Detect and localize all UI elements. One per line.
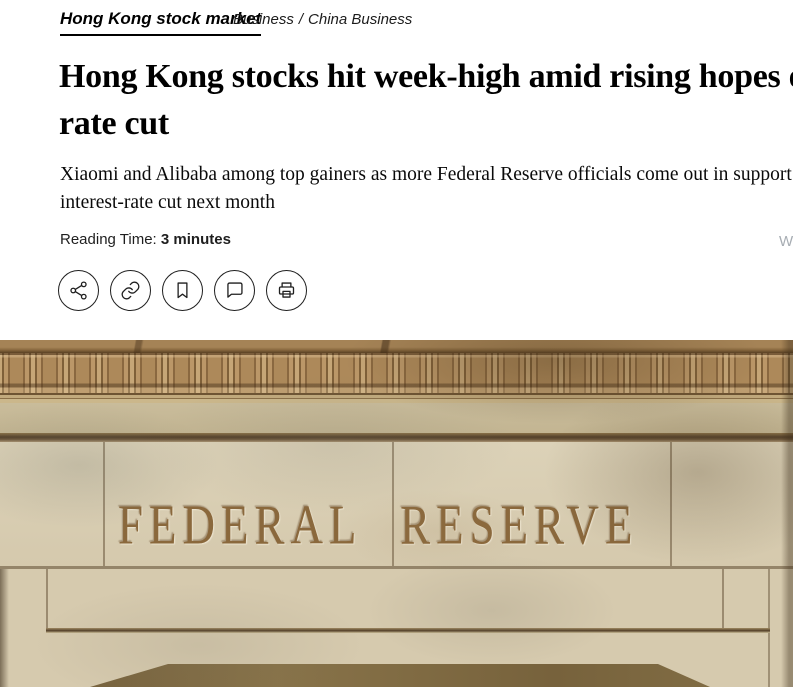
subtitle-line-2: interest-rate cut next month [60, 192, 275, 213]
hero-molding [0, 393, 793, 403]
stone-seam [392, 442, 394, 566]
stone-seam-horizontal [0, 566, 793, 569]
trust-link[interactable]: W [779, 233, 793, 250]
stone-groove [46, 628, 770, 633]
breadcrumb-separator: / [298, 11, 304, 28]
bookmark-icon [177, 282, 188, 299]
reading-time-label: Reading Time: [60, 231, 157, 248]
page-title: Hong Kong stocks hit week-high amid risi… [59, 53, 793, 147]
breadcrumb: Business / China Business [233, 11, 412, 28]
hero-image: FEDERAL RESERVE [0, 340, 793, 687]
bookmark-button[interactable] [162, 270, 203, 311]
topic-link[interactable]: Hong Kong stock market [60, 9, 262, 36]
copy-link-button[interactable] [110, 270, 151, 311]
reading-time: Reading Time: 3 minutes [60, 231, 231, 248]
stone-edge-shadow [0, 569, 9, 687]
print-button[interactable] [266, 270, 307, 311]
hero-inscription-wall: FEDERAL RESERVE [0, 442, 793, 566]
print-icon [278, 282, 295, 298]
reading-time-value: 3 minutes [160, 231, 231, 248]
share-icon [70, 281, 87, 300]
comment-icon [227, 282, 243, 298]
stone-seam [670, 442, 672, 566]
stone-seam [722, 569, 724, 631]
stone-seam [46, 569, 48, 631]
share-button[interactable] [58, 270, 99, 311]
comment-button[interactable] [214, 270, 255, 311]
hero-cornice-shadow [0, 340, 793, 353]
hero-ledge [0, 433, 793, 442]
link-icon [121, 281, 140, 300]
door-pediment-top [90, 664, 710, 687]
hero-lower-wall [0, 569, 793, 687]
hero-marble-band [0, 403, 793, 433]
headline-line-2: rate cut [59, 105, 169, 142]
hero-frieze-pattern [0, 353, 793, 393]
headline-line-1: Hong Kong stocks hit week-high amid risi… [59, 58, 793, 95]
stone-seam [103, 442, 105, 566]
breadcrumb-link-business[interactable]: Business [233, 11, 294, 28]
breadcrumb-link-china-business[interactable]: China Business [308, 11, 413, 28]
subtitle-line-1: Xiaomi and Alibaba among top gainers as … [60, 164, 793, 185]
article-action-bar [58, 270, 307, 311]
article-subtitle: Xiaomi and Alibaba among top gainers as … [60, 161, 793, 217]
carved-inscription: FEDERAL RESERVE [118, 493, 639, 556]
